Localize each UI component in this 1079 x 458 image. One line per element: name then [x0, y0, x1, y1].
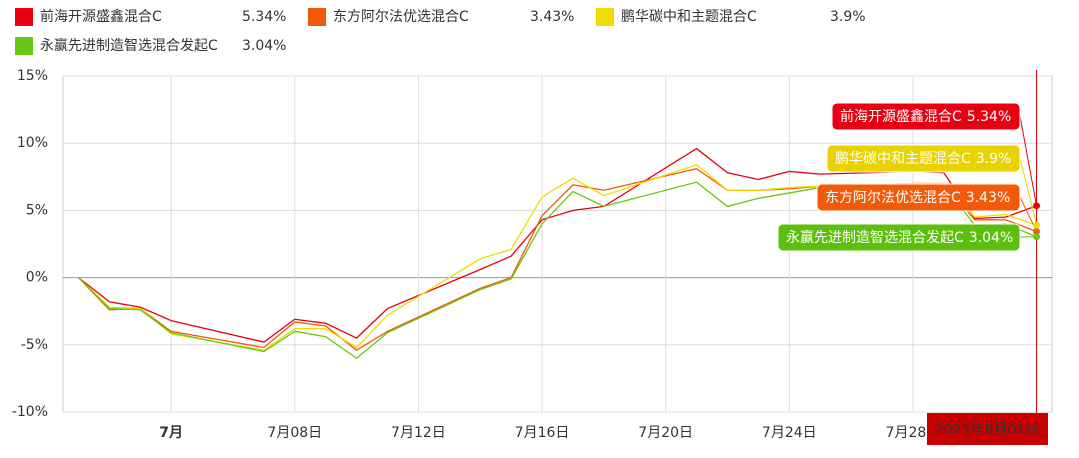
- tooltip-text: 鹏华碳中和主题混合C 3.9%: [835, 151, 1011, 167]
- x-tick-label: 7月12日: [391, 425, 446, 441]
- x-tick-label: 7月: [159, 425, 183, 441]
- crosshair-label: 2025年8月01日: [935, 422, 1039, 438]
- legend-value: 3.43%: [530, 9, 574, 25]
- y-tick-label: 10%: [17, 135, 48, 151]
- legend-name: 前海开源盛鑫混合C: [40, 8, 162, 25]
- tooltip-text: 永赢先进制造智选混合发起C 3.04%: [786, 229, 1013, 246]
- end-dot: [1033, 202, 1041, 210]
- legend-value: 3.9%: [830, 9, 866, 25]
- tooltip-leader: [1019, 115, 1038, 206]
- tooltip-leader: [1019, 157, 1038, 226]
- y-tick-label: -5%: [21, 337, 48, 353]
- crosshair-label-box: [927, 413, 1048, 445]
- x-tick-label: 7月16日: [515, 425, 570, 441]
- legend-value: 5.34%: [242, 9, 286, 25]
- x-tick-label: 7月08日: [267, 425, 322, 441]
- legend-swatch: [15, 37, 33, 55]
- legend-name: 鹏华碳中和主题混合C: [621, 9, 757, 25]
- y-tick-label: 15%: [17, 68, 48, 84]
- tooltip: 东方阿尔法优选混合C 3.43%: [816, 183, 1037, 232]
- end-dot: [1033, 233, 1041, 241]
- x-tick-label: 7月28日: [886, 425, 941, 441]
- tooltip-value: 3.43%: [966, 190, 1010, 206]
- tooltip-name: 鹏华碳中和主题混合C: [835, 151, 971, 167]
- legend-swatch: [308, 8, 326, 26]
- tooltip-value: 5.34%: [967, 109, 1011, 125]
- tooltip-text: 东方阿尔法优选混合C 3.43%: [825, 190, 1010, 206]
- legend-name: 永赢先进制造智选混合发起C: [40, 37, 218, 54]
- end-dot: [1033, 221, 1041, 229]
- tooltip-name: 东方阿尔法优选混合C: [825, 190, 961, 206]
- tooltip-name: 永赢先进制造智选混合发起C: [786, 229, 964, 246]
- tooltip-name: 前海开源盛鑫混合C: [840, 108, 962, 125]
- legend-name: 东方阿尔法优选混合C: [333, 9, 469, 25]
- x-tick-label: 7月20日: [638, 425, 693, 441]
- tooltip: 前海开源盛鑫混合C 5.34%: [831, 102, 1038, 206]
- y-tick-label: -10%: [12, 404, 48, 420]
- legend-swatch: [596, 8, 614, 26]
- legend-swatch: [15, 8, 33, 26]
- tooltip-box: [826, 144, 1021, 173]
- tooltip: 永赢先进制造智选混合发起C 3.04%: [777, 223, 1037, 252]
- legend-value: 3.04%: [242, 38, 286, 54]
- y-tick-label: 0%: [26, 270, 48, 286]
- tooltip: 鹏华碳中和主题混合C 3.9%: [826, 144, 1038, 226]
- tooltip-value: 3.04%: [969, 230, 1013, 246]
- y-tick-label: 5%: [26, 202, 48, 218]
- tooltip-box: [816, 183, 1021, 212]
- tooltip-box: [831, 102, 1021, 131]
- tooltip-value: 3.9%: [976, 151, 1012, 167]
- tooltip-box: [777, 223, 1021, 252]
- tooltip-text: 前海开源盛鑫混合C 5.34%: [840, 108, 1011, 125]
- x-tick-label: 7月24日: [762, 425, 817, 441]
- end-dot: [1033, 228, 1041, 236]
